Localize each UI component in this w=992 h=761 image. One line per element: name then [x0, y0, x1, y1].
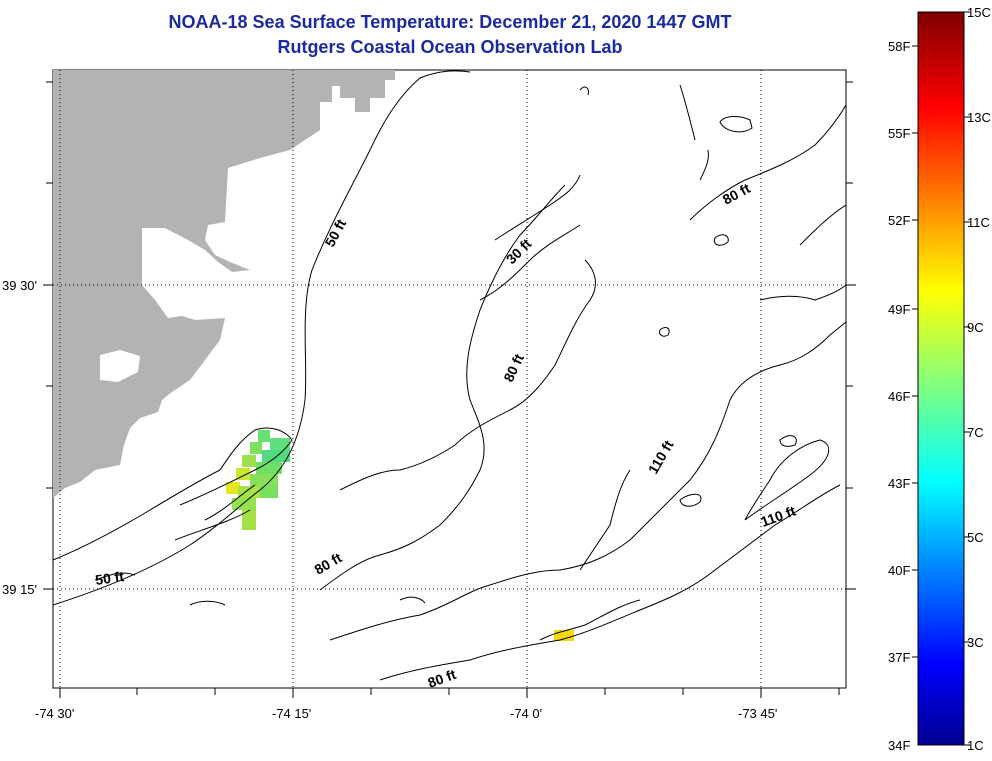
colorbar-label-c: 9C	[967, 320, 984, 335]
colorbar-label-c: 11C	[967, 215, 990, 230]
colorbar-label-f: 34F	[888, 738, 910, 753]
colorbar	[917, 11, 965, 746]
lon-label: -74 30'	[35, 706, 74, 721]
colorbar-label-c: 13C	[967, 110, 991, 125]
colorbar-label-c: 1C	[967, 738, 984, 753]
colorbar-label-f: 43F	[888, 476, 910, 491]
map-subtitle: Rutgers Coastal Ocean Observation Lab	[277, 37, 623, 57]
colorbar-label-f: 55F	[888, 126, 910, 141]
colorbar-label-f: 49F	[888, 302, 910, 317]
lon-label: -74 0'	[510, 706, 542, 721]
lat-label: 39 15'	[2, 582, 37, 597]
colorbar-ticks	[912, 11, 970, 746]
colorbar-label-f: 37F	[888, 650, 910, 665]
colorbar-label-c: 15C	[967, 5, 991, 20]
depth-contours	[53, 70, 846, 681]
colorbar-label-c: 5C	[967, 530, 984, 545]
axis-ticks	[43, 81, 856, 698]
map-title: NOAA-18 Sea Surface Temperature: Decembe…	[168, 12, 732, 32]
colorbar-label-c: 7C	[967, 425, 984, 440]
land-mass	[53, 70, 332, 498]
colorbar-label-f: 46F	[888, 389, 910, 404]
island-patch	[230, 192, 290, 238]
lon-label: -73 45'	[738, 706, 777, 721]
colorbar-label-c: 3C	[967, 635, 984, 650]
lat-label: 39 30'	[2, 278, 37, 293]
contour-label: 50 ft	[94, 568, 125, 588]
sst-pixels	[226, 430, 574, 641]
colorbar-label-f: 58F	[888, 39, 910, 54]
graticule	[53, 70, 846, 688]
lon-label: -74 15'	[272, 706, 311, 721]
colorbar-label-f: 40F	[888, 563, 910, 578]
land-fringe	[332, 70, 395, 112]
colorbar-label-f: 52F	[888, 213, 910, 228]
island-patch	[100, 350, 140, 382]
